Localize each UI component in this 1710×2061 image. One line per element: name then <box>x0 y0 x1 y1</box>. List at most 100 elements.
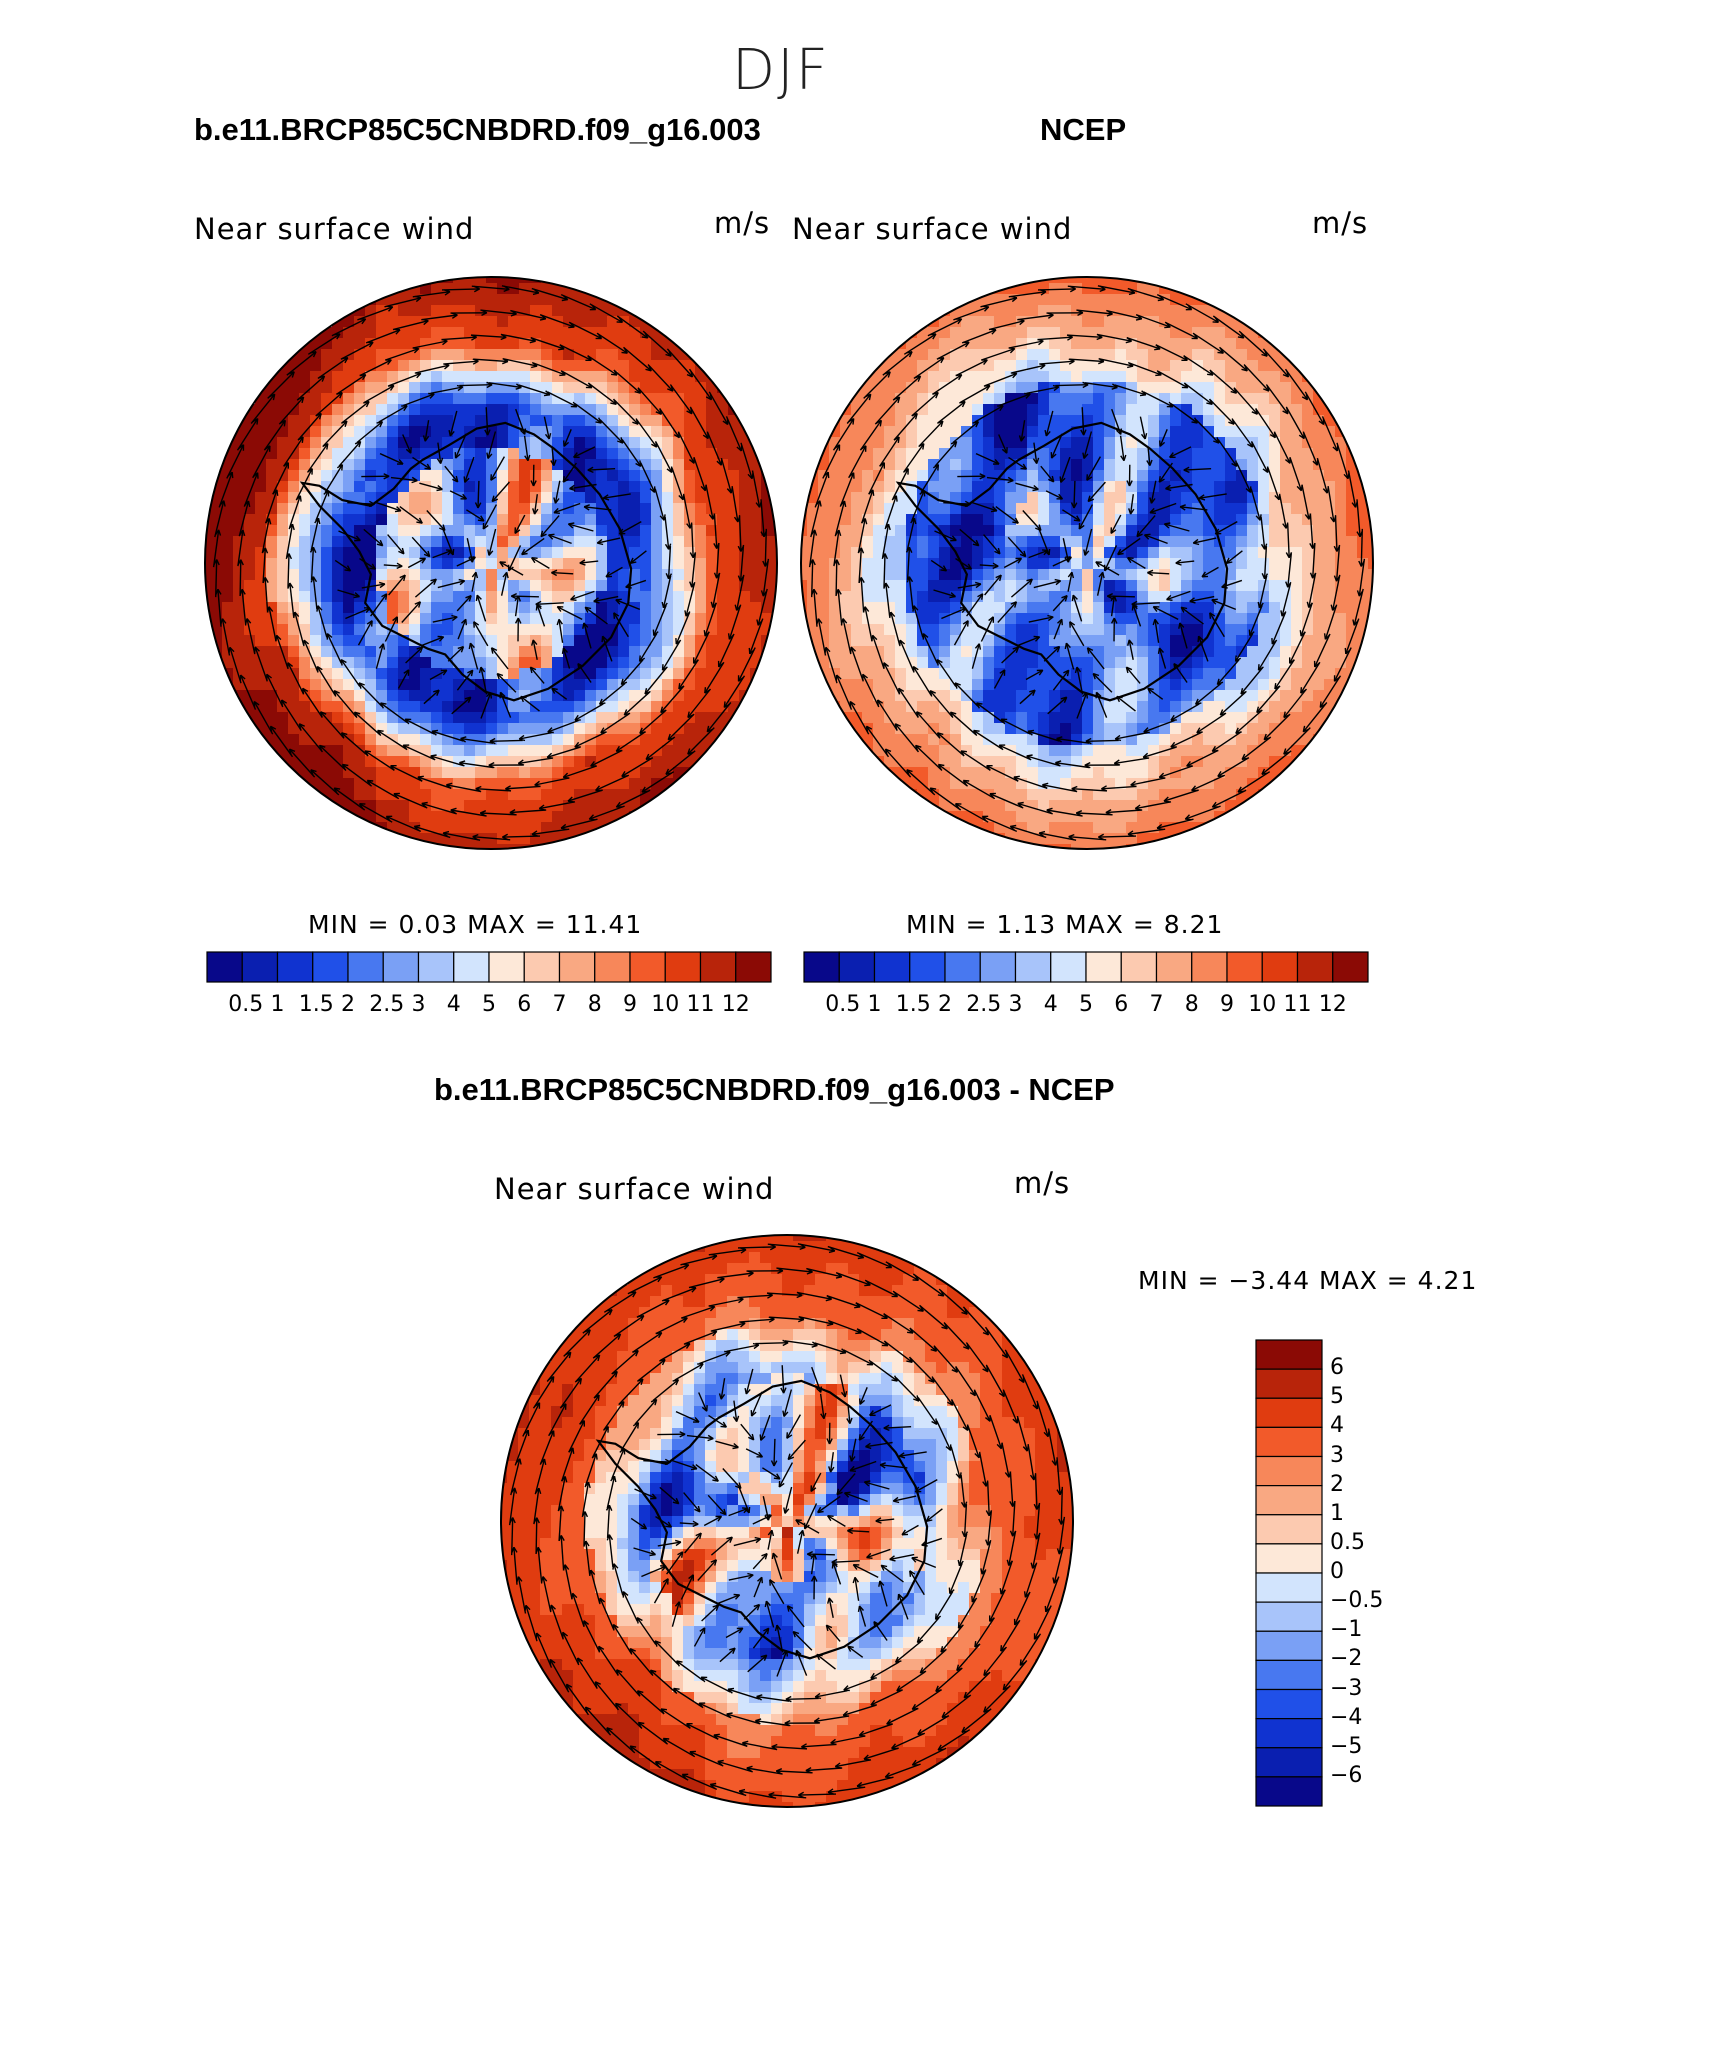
colorbar-tick-label: 11 <box>686 992 715 1017</box>
colorbar-tick-label: 5 <box>1330 1384 1344 1410</box>
colorbar-tick-label: 8 <box>1184 992 1199 1017</box>
panel-obs-polar-map <box>800 276 1374 850</box>
colorbar-swatch <box>488 951 525 983</box>
colorbar-swatch <box>523 951 561 983</box>
colorbar-swatch <box>944 951 981 983</box>
panel-model-min-max: MIN = 0.03 MAX = 11.41 <box>308 910 643 939</box>
colorbar-tick-label: 4 <box>1330 1413 1344 1439</box>
colorbar-tick-label: 4 <box>446 992 461 1017</box>
colorbar-swatch <box>594 951 631 983</box>
colorbar-swatch <box>838 951 876 983</box>
colorbar-tick-label: 7 <box>1149 992 1164 1017</box>
colorbar-swatch <box>1255 1572 1323 1603</box>
colorbar-tick-label: −4 <box>1330 1704 1363 1730</box>
colorbar-swatch <box>699 951 737 983</box>
colorbar-tick-label: 2.5 <box>369 992 405 1017</box>
colorbar-swatch <box>1255 1630 1323 1661</box>
colorbar-swatch <box>1255 1514 1323 1545</box>
colorbar-swatch <box>1255 1368 1323 1399</box>
colorbar-swatch <box>1255 1747 1323 1778</box>
colorbar-swatch <box>1085 951 1122 983</box>
colorbar-tick-label: 1 <box>270 992 285 1017</box>
colorbar-swatch <box>558 951 596 983</box>
colorbar-swatch <box>664 951 702 983</box>
colorbar-swatch <box>873 951 911 983</box>
colorbar-tick-label: 12 <box>721 992 750 1017</box>
panel-model-units-label: m/s <box>714 206 771 240</box>
colorbar-tick-label: 10 <box>1248 992 1277 1017</box>
colorbar-swatch <box>1255 1601 1323 1632</box>
colorbar-swatch <box>276 951 314 983</box>
panel-obs-colorbar <box>803 951 1369 983</box>
panel-obs-variable-label: Near surface wind <box>792 212 1073 246</box>
colorbar-tick-label: 2.5 <box>966 992 1002 1017</box>
colorbar-tick-label: 3 <box>411 992 426 1017</box>
colorbar-tick-label: 0 <box>1330 1559 1344 1584</box>
colorbar-tick-label: 3 <box>1008 992 1023 1017</box>
colorbar-tick-label: 2 <box>1330 1471 1344 1497</box>
colorbar-swatch <box>1191 951 1228 983</box>
colorbar-swatch <box>417 951 455 983</box>
colorbar-swatch <box>735 951 772 983</box>
colorbar-swatch <box>453 951 490 983</box>
colorbar-tick-label: 1 <box>867 992 882 1017</box>
colorbar-swatch <box>1255 1688 1323 1720</box>
colorbar-tick-label: 6 <box>1114 992 1129 1017</box>
colorbar-swatch <box>1155 951 1193 983</box>
panel-diff-polar-map <box>500 1234 1074 1808</box>
colorbar-tick-label: 8 <box>587 992 602 1017</box>
colorbar-swatch <box>1332 951 1369 983</box>
colorbar-swatch <box>1255 1543 1323 1574</box>
colorbar-swatch <box>1255 1718 1323 1749</box>
colorbar-swatch <box>1296 951 1334 983</box>
colorbar-swatch <box>1261 951 1299 983</box>
colorbar-tick-label: 12 <box>1318 992 1347 1017</box>
colorbar-tick-label: 0.5 <box>228 992 264 1017</box>
panel-obs-min-max: MIN = 1.13 MAX = 8.21 <box>906 910 1224 939</box>
panel-obs-units-label: m/s <box>1312 206 1369 240</box>
colorbar-tick-label: 5 <box>1079 992 1093 1017</box>
panel-model-polar-map <box>204 276 778 850</box>
colorbar-swatch <box>1255 1397 1323 1428</box>
colorbar-swatch <box>1255 1339 1323 1370</box>
colorbar-swatch <box>347 951 384 983</box>
colorbar-swatch <box>803 951 840 983</box>
colorbar-tick-label: 1 <box>1330 1500 1344 1526</box>
colorbar-tick-label: 6 <box>517 992 532 1017</box>
colorbar-tick-label: 1.5 <box>298 992 334 1017</box>
colorbar-tick-label: 7 <box>552 992 567 1017</box>
figure-title: DJF <box>732 38 830 103</box>
colorbar-swatch <box>909 951 946 983</box>
colorbar-swatch <box>1255 1776 1323 1807</box>
colorbar-tick-label: 0.5 <box>1330 1529 1365 1555</box>
colorbar-tick-label: 11 <box>1283 992 1312 1017</box>
colorbar-swatch <box>1120 951 1158 983</box>
colorbar-swatch <box>1014 951 1052 983</box>
colorbar-tick-label: −0.5 <box>1330 1588 1384 1614</box>
colorbar-tick-label: 1.5 <box>895 992 931 1017</box>
colorbar-tick-label: −5 <box>1330 1733 1363 1759</box>
colorbar-swatch <box>382 951 420 983</box>
colorbar-tick-label: 0.5 <box>825 992 861 1017</box>
colorbar-swatch <box>1255 1659 1323 1691</box>
colorbar-swatch <box>979 951 1017 983</box>
colorbar-swatch <box>629 951 666 983</box>
colorbar-swatch <box>241 951 279 983</box>
colorbar-tick-label: 2 <box>938 992 952 1017</box>
panel-diff-case-title: b.e11.BRCP85C5CNBDRD.f09_g16.003 - NCEP <box>434 1072 1115 1107</box>
colorbar-tick-label: −3 <box>1330 1675 1363 1701</box>
panel-diff-units-label: m/s <box>1014 1166 1071 1200</box>
colorbar-tick-label: 2 <box>341 992 355 1017</box>
colorbar-tick-label: −1 <box>1330 1617 1363 1643</box>
colorbar-tick-label: 10 <box>651 992 680 1017</box>
colorbar-tick-label: −6 <box>1330 1762 1363 1788</box>
colorbar-swatch <box>1226 951 1263 983</box>
panel-model-variable-label: Near surface wind <box>194 212 475 246</box>
colorbar-tick-label: 6 <box>1330 1355 1344 1381</box>
colorbar-swatch <box>1050 951 1087 983</box>
colorbar-swatch <box>312 951 349 983</box>
colorbar-tick-label: 4 <box>1043 992 1058 1017</box>
panel-diff-min-max: MIN = −3.44 MAX = 4.21 <box>1138 1266 1478 1295</box>
colorbar-tick-label: 9 <box>623 992 637 1017</box>
colorbar-swatch <box>206 951 243 983</box>
